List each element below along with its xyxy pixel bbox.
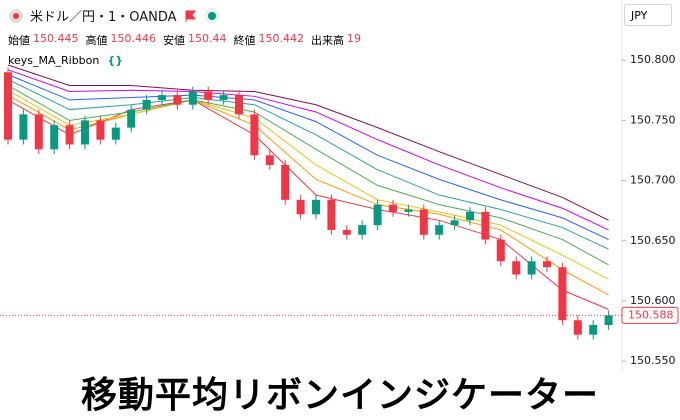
candle-body (327, 199, 336, 230)
last-price-box (621, 306, 679, 324)
candle-body (204, 91, 213, 100)
legend-label: 安値 (163, 34, 185, 47)
y-tick-label: 150.550 (630, 354, 676, 367)
ma-line (7, 74, 609, 241)
ma-line (7, 85, 609, 266)
indicator-legend: keys_MA_Ribbon {} (8, 54, 123, 67)
y-tick-label: 150.650 (630, 234, 676, 247)
candle-body (219, 95, 228, 100)
ma-line (7, 79, 609, 250)
candle-body (496, 239, 505, 262)
last-price-label: 150.588 (628, 308, 674, 321)
currency-button[interactable]: JPY (624, 4, 672, 26)
candle-body (50, 125, 59, 150)
legend-value: 19 (347, 32, 361, 45)
candle-body (404, 209, 413, 212)
candle-body (19, 114, 28, 140)
candle-body (481, 211, 490, 240)
candle-body (389, 204, 397, 212)
indicator-name: keys_MA_Ribbon (8, 54, 100, 67)
candle-body (450, 220, 459, 226)
legend-label: 終値 (233, 34, 256, 47)
candle-body (265, 155, 274, 165)
candle-body (373, 204, 382, 226)
candle-body (4, 72, 12, 140)
candle-body (235, 95, 243, 115)
ma-line (7, 94, 609, 296)
candle-body (142, 99, 151, 110)
legend-value: 150.446 (110, 32, 157, 45)
indicator-icon[interactable]: {} (107, 54, 124, 67)
legend-value: 150.445 (33, 32, 79, 45)
candle-body (65, 125, 74, 145)
candle-body (512, 261, 521, 275)
candle-body (312, 199, 320, 215)
symbol-header: 米ドル／円・1・OANDA (8, 6, 221, 25)
y-tick-label: 150.700 (630, 174, 676, 187)
candle-body (342, 229, 351, 235)
y-tick-label: 150.750 (630, 113, 676, 126)
candle-body (543, 261, 551, 268)
ma-line (7, 89, 609, 280)
candle-body (604, 315, 613, 326)
symbol: 米ドル／円・1・OANDA (30, 10, 177, 25)
candle-body (250, 114, 259, 156)
candle-body (419, 209, 428, 235)
candle-body (358, 225, 367, 235)
candle-body (527, 261, 536, 275)
legend-label: 出来高 (311, 34, 344, 47)
ohlc-legend: 始値 150.445 高値 150.446 安値 150.44 終値 150.442 出来高 19 (8, 32, 365, 48)
candle-body (81, 120, 89, 145)
caption: 移動平均リボンインジケーター (0, 372, 680, 420)
legend-value: 150.44 (188, 32, 227, 45)
candle-body (188, 91, 197, 105)
candle-body (96, 120, 105, 140)
flag-icon (9, 8, 23, 23)
y-tick-label: 150.800 (630, 53, 676, 66)
legend-label: 高値 (85, 34, 108, 47)
candle-body (558, 267, 567, 321)
legend-value: 150.442 (258, 32, 305, 45)
candle-body (589, 325, 598, 335)
status-icon (203, 7, 220, 24)
candle-body (281, 164, 290, 200)
candle-body (573, 320, 582, 335)
candle-body (466, 211, 474, 221)
ma-line (7, 69, 609, 231)
candle-body (158, 95, 166, 100)
candle-body (435, 225, 444, 235)
legend-label: 始値 (8, 34, 30, 47)
candle-body (127, 109, 136, 128)
flag-mark[interactable] (183, 9, 197, 23)
y-tick-label: 150.600 (630, 294, 676, 307)
candle-body (34, 114, 43, 150)
candle-body (111, 127, 120, 140)
candle-body (296, 199, 305, 215)
ma-line (7, 64, 609, 221)
candle-body (173, 95, 182, 105)
